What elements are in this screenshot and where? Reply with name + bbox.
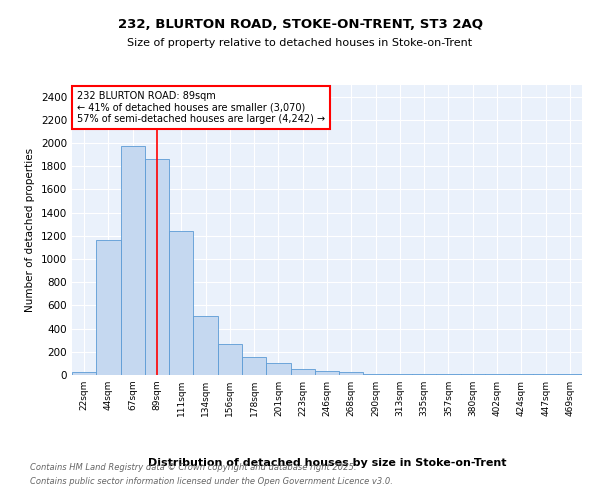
Bar [485,374,509,375]
Text: Size of property relative to detached houses in Stoke-on-Trent: Size of property relative to detached ho… [127,38,473,48]
Bar [533,374,558,375]
Bar [364,374,388,375]
Bar [509,374,533,375]
Bar [290,368,315,375]
Bar [218,344,242,375]
Bar [461,374,485,375]
Text: Contains public sector information licensed under the Open Government Licence v3: Contains public sector information licen… [30,478,393,486]
Bar [242,357,266,375]
X-axis label: Distribution of detached houses by size in Stoke-on-Trent: Distribution of detached houses by size … [148,458,506,468]
Bar [339,372,364,375]
Bar [169,231,193,375]
Bar [558,374,582,375]
Bar [193,316,218,375]
Bar [72,372,96,375]
Bar [436,374,461,375]
Bar [96,240,121,375]
Bar [121,146,145,375]
Bar [412,374,436,375]
Bar [388,374,412,375]
Text: Contains HM Land Registry data © Crown copyright and database right 2025.: Contains HM Land Registry data © Crown c… [30,462,356,471]
Text: 232, BLURTON ROAD, STOKE-ON-TRENT, ST3 2AQ: 232, BLURTON ROAD, STOKE-ON-TRENT, ST3 2… [118,18,482,30]
Bar [266,364,290,375]
Text: 232 BLURTON ROAD: 89sqm
← 41% of detached houses are smaller (3,070)
57% of semi: 232 BLURTON ROAD: 89sqm ← 41% of detache… [77,91,325,124]
Bar [145,159,169,375]
Bar [315,371,339,375]
Y-axis label: Number of detached properties: Number of detached properties [25,148,35,312]
